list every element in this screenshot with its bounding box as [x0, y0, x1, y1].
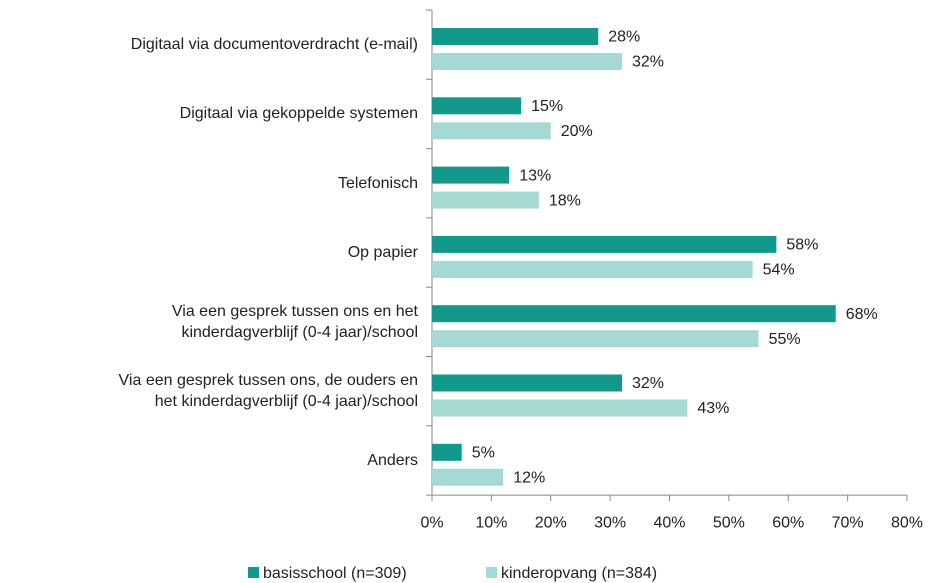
value-label: 28%: [608, 29, 640, 46]
x-tick-label: 10%: [475, 514, 507, 531]
value-label: 12%: [513, 470, 545, 487]
value-label: 20%: [561, 123, 593, 140]
category-label: Via een gesprek tussen ons en het kinder…: [171, 302, 418, 341]
value-label: 32%: [632, 375, 664, 392]
bar: [432, 443, 462, 461]
value-label: 55%: [769, 331, 801, 348]
bar: [432, 468, 504, 486]
bar: [432, 28, 599, 45]
category-label: Digitaal via documentoverdracht (e-mail): [130, 36, 418, 54]
value-label: 58%: [786, 237, 818, 254]
legend-label: basisschool (n=309): [263, 565, 407, 582]
legend-label: kinderopvang (n=384): [501, 565, 657, 582]
value-label: 54%: [763, 262, 795, 279]
bar: [432, 305, 836, 323]
bar: [432, 330, 759, 348]
x-tick-label: 80%: [891, 514, 923, 531]
value-label: 13%: [519, 167, 551, 184]
bar: [432, 166, 510, 184]
legend-swatch: [248, 567, 259, 578]
x-tick-label: 20%: [535, 514, 567, 531]
bar: [432, 260, 753, 278]
x-tick-label: 40%: [653, 514, 685, 531]
category-label: Op papier: [347, 244, 418, 262]
value-label: 5%: [472, 445, 495, 462]
value-label: 15%: [531, 98, 563, 115]
x-tick-label: 30%: [594, 514, 626, 531]
category-label: Via een gesprek tussen ons, de ouders en…: [118, 372, 418, 411]
value-label: 68%: [846, 306, 878, 323]
value-label: 18%: [549, 192, 581, 209]
legend-swatch: [486, 567, 497, 578]
bar: [432, 122, 551, 140]
x-tick-label: 50%: [713, 514, 745, 531]
category-label: Digitaal via gekoppelde systemen: [179, 105, 418, 123]
bar: [432, 191, 539, 209]
x-tick-label: 70%: [832, 514, 864, 531]
bar: [432, 374, 622, 392]
category-label: Anders: [367, 451, 418, 469]
bar: [432, 53, 622, 70]
value-label: 32%: [632, 54, 664, 71]
bar: [432, 235, 777, 253]
x-tick-label: 0%: [420, 514, 443, 531]
bar: [432, 399, 688, 417]
x-tick-label: 60%: [772, 514, 804, 531]
category-label: Telefonisch: [337, 174, 418, 192]
value-label: 43%: [697, 400, 729, 417]
bar: [432, 97, 522, 115]
